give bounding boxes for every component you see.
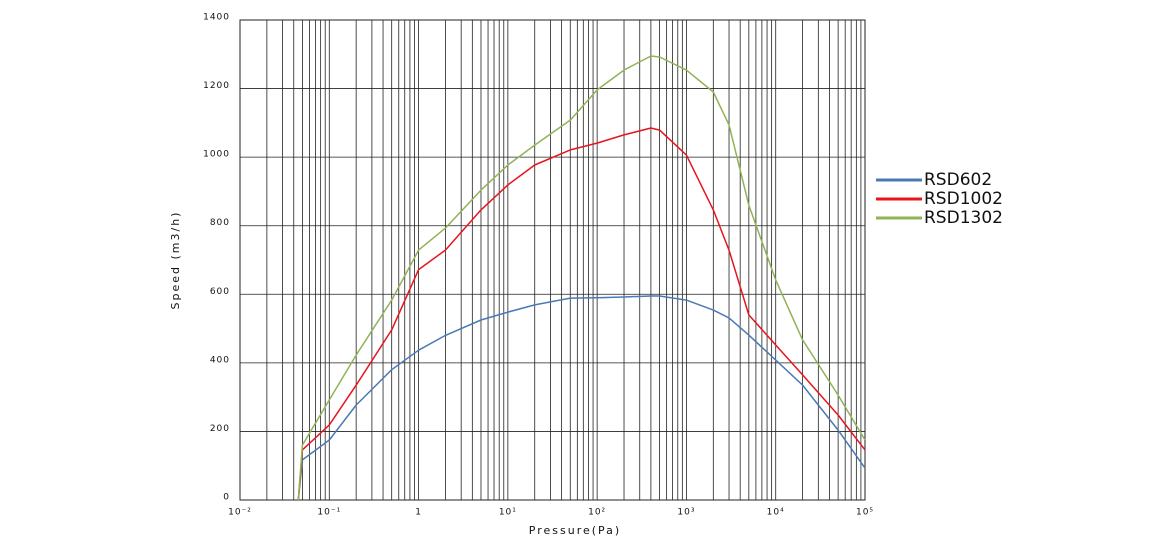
x-tick-label: 10² bbox=[588, 508, 606, 518]
x-tick-label: 10¹ bbox=[499, 508, 517, 518]
x-axis-label: Pressure(Pa) bbox=[529, 524, 621, 537]
series-line bbox=[297, 55, 866, 501]
y-tick-label: 1400 bbox=[203, 13, 230, 23]
x-tick-label: 10⁻² bbox=[228, 508, 252, 518]
x-tick-label: 10³ bbox=[677, 508, 695, 518]
legend-label: RSD602 bbox=[924, 170, 992, 190]
y-tick-label: 1000 bbox=[203, 150, 230, 160]
y-axis-label: Speed (m3/h) bbox=[169, 211, 182, 310]
y-tick-label: 400 bbox=[210, 355, 230, 365]
series-line bbox=[297, 295, 866, 501]
x-tick-label: 10⁻¹ bbox=[317, 508, 341, 518]
x-tick-label: 10⁵ bbox=[856, 508, 874, 518]
y-tick-label: 1200 bbox=[203, 81, 230, 91]
y-tick-label: 0 bbox=[223, 493, 230, 503]
y-tick-label: 600 bbox=[210, 287, 230, 297]
y-tick-label: 200 bbox=[210, 424, 230, 434]
legend-label: RSD1302 bbox=[924, 208, 1003, 228]
legend-label: RSD1002 bbox=[924, 189, 1003, 209]
series-line bbox=[297, 127, 866, 501]
x-tick-label: 1 bbox=[415, 508, 422, 518]
x-tick-label: 10⁴ bbox=[767, 508, 785, 518]
y-tick-label: 800 bbox=[210, 218, 230, 228]
